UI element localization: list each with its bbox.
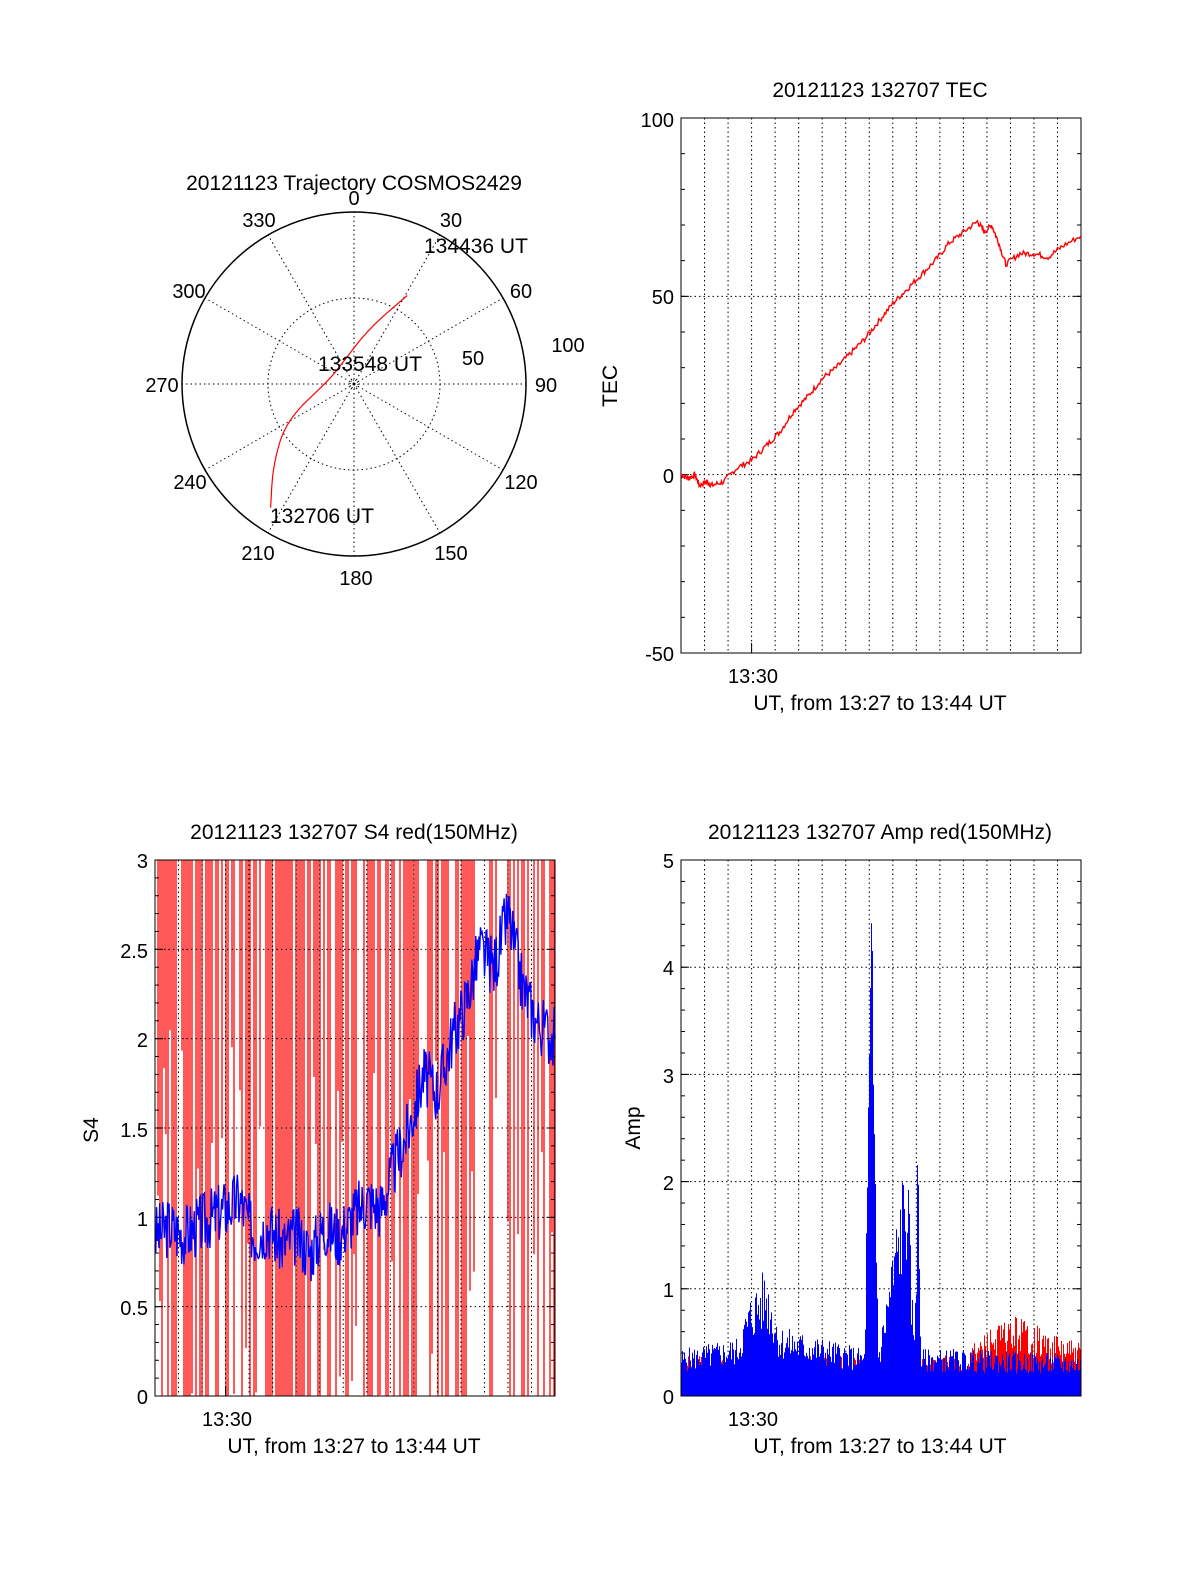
- tec-ytick-100: 100: [641, 110, 674, 132]
- polar-spoke-60: [353, 297, 504, 385]
- amp-ytick-4: 4: [663, 958, 674, 980]
- amp-xlabel: UT, from 13:27 to 13:44 UT: [753, 1435, 1006, 1458]
- amp-ytick-0: 0: [663, 1387, 674, 1409]
- polar-azimuth-label-330: 330: [242, 210, 275, 232]
- amp-ytick-2: 2: [663, 1173, 674, 1195]
- polar-radial-label-100: 100: [551, 335, 584, 357]
- tec-series-line: [680, 219, 1082, 489]
- amp-title: 20121123 132707 Amp red(150MHz): [708, 821, 1052, 844]
- polar-azimuth-label-0: 0: [348, 188, 359, 210]
- polar-spoke-210: [267, 383, 355, 534]
- amp-panel: 20121123 132707 Amp red(150MHz) 5 4 3 2 …: [622, 821, 1082, 1458]
- polar-annotation-start: 132706 UT: [270, 505, 374, 528]
- tec-xtick-1330: 13:30: [728, 666, 778, 688]
- polar-azimuth-label-210: 210: [241, 543, 274, 565]
- polar-spoke-150: [353, 383, 441, 534]
- polar-title: 20121123 Trajectory COSMOS2429: [186, 172, 522, 195]
- polar-azimuth-label-120: 120: [504, 472, 537, 494]
- polar-spoke-300: [204, 297, 355, 385]
- s4-grid: [155, 859, 555, 1397]
- amp-xtick-1330: 13:30: [728, 1409, 778, 1431]
- tec-plot-frame: [680, 117, 1082, 654]
- amp-grid: [681, 859, 1081, 1397]
- polar-spoke-30: [353, 234, 441, 385]
- s4-ytick-2.5: 2.5: [120, 941, 148, 963]
- amp-ytick-3: 3: [663, 1066, 674, 1088]
- tec-ytick-0: 0: [663, 466, 674, 488]
- s4-ytick-1: 1: [137, 1209, 148, 1231]
- polar-azimuth-label-240: 240: [173, 472, 206, 494]
- polar-azimuth-label-270: 270: [145, 375, 178, 397]
- polar-spoke-240: [204, 383, 355, 471]
- s4-plot-frame: [154, 859, 556, 1397]
- polar-annotation-mid: 133548 UT: [318, 353, 422, 376]
- tec-ytick-50: 50: [652, 287, 674, 309]
- polar-azimuth-label-60: 60: [510, 281, 532, 303]
- tec-ytick-neg50: -50: [645, 644, 674, 666]
- amp-ytick-5: 5: [663, 851, 674, 873]
- amp-blue-series: [681, 923, 1081, 1396]
- s4-ytick-3: 3: [137, 851, 148, 873]
- polar-annotation-end: 134436 UT: [424, 235, 528, 258]
- polar-azimuth-labels: 0 30 60 90 120 150 180 210 240 270 300 330: [145, 188, 557, 590]
- tec-ylabel: TEC: [599, 365, 622, 407]
- s4-ytick-0.5: 0.5: [120, 1298, 148, 1320]
- polar-panel: 20121123 Trajectory COSMOS2429 0 30 60 90 12…: [145, 172, 584, 590]
- polar-azimuth-label-180: 180: [339, 568, 372, 590]
- s4-xtick-1330: 13:30: [202, 1409, 252, 1431]
- s4-title: 20121123 132707 S4 red(150MHz): [190, 821, 518, 844]
- amp-plot-frame: [680, 859, 1082, 1397]
- amp-ylabel: Amp: [622, 1106, 645, 1149]
- amp-ytick-1: 1: [663, 1280, 674, 1302]
- tec-panel: 20121123 132707 TEC 100 50 0 -50 TEC 13:…: [599, 79, 1082, 715]
- polar-center-dot: [349, 379, 359, 389]
- tec-title: 20121123 132707 TEC: [772, 79, 987, 102]
- polar-radial-label-50: 50: [462, 348, 484, 370]
- s4-xlabel: UT, from 13:27 to 13:44 UT: [227, 1435, 480, 1458]
- polar-azimuth-label-150: 150: [434, 543, 467, 565]
- polar-azimuth-label-30: 30: [440, 210, 462, 232]
- polar-grid: [181, 211, 527, 557]
- s4-ytick-1.5: 1.5: [120, 1120, 148, 1142]
- tec-grid: [681, 117, 1081, 654]
- s4-panel: 20121123 132707 S4 red(150MHz) 3 2.5 2 1…: [80, 821, 556, 1458]
- polar-spoke-330: [267, 234, 355, 385]
- s4-ytick-0: 0: [137, 1387, 148, 1409]
- polar-track-line: [270, 295, 408, 508]
- tec-xlabel: UT, from 13:27 to 13:44 UT: [753, 692, 1006, 715]
- s4-ylabel: S4: [80, 1117, 103, 1143]
- s4-ytick-2: 2: [137, 1030, 148, 1052]
- polar-azimuth-label-300: 300: [172, 281, 205, 303]
- polar-azimuth-label-90: 90: [535, 375, 557, 397]
- s4-blue-series: [154, 893, 556, 1282]
- polar-spoke-120: [353, 383, 504, 471]
